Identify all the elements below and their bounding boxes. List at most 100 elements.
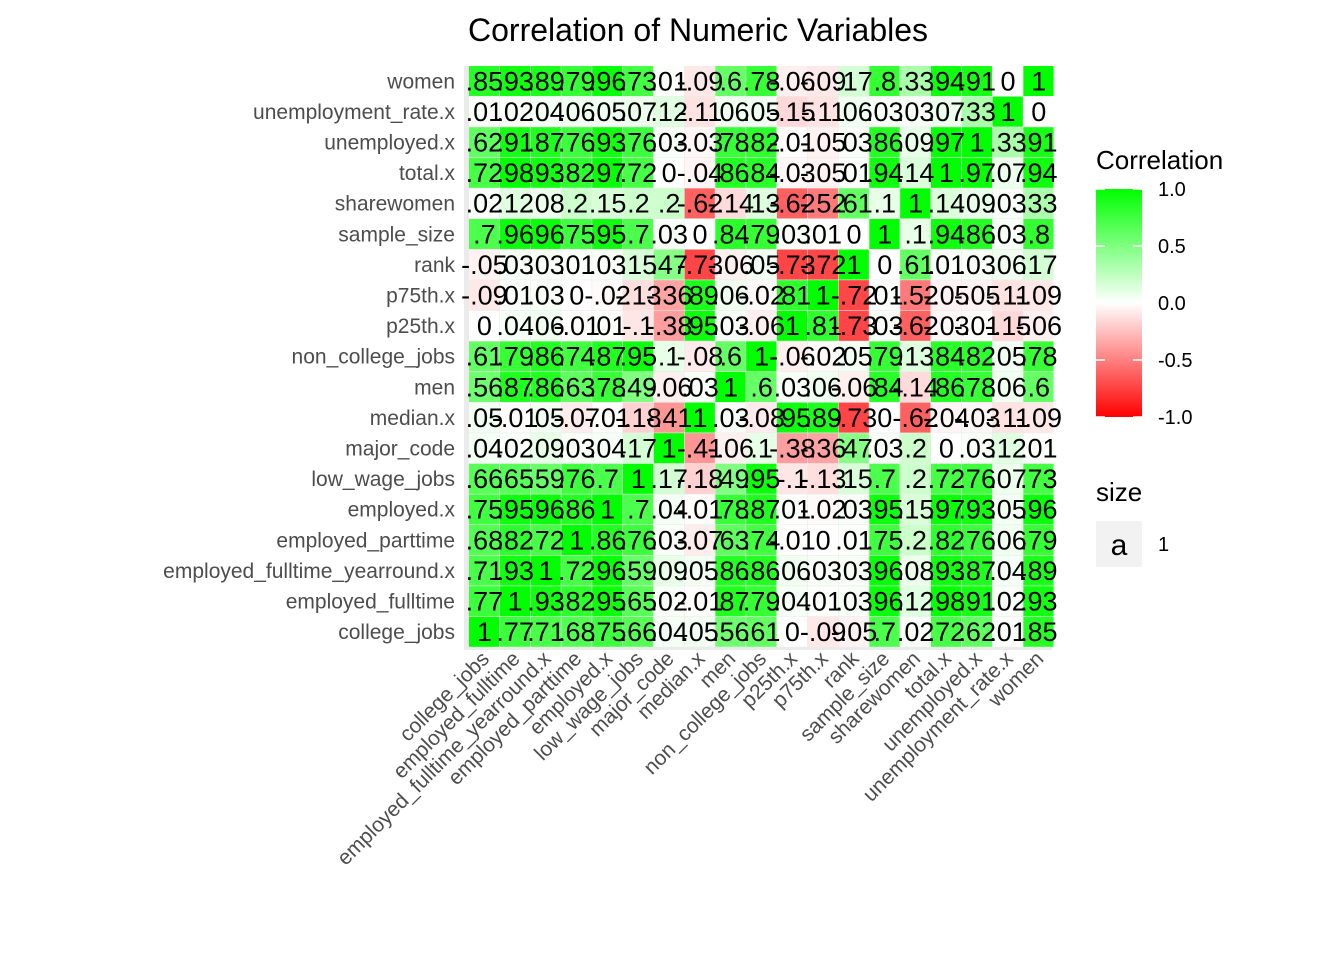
heatmap-cell-label: .03 [866, 311, 904, 341]
heatmap-tile [807, 157, 838, 188]
heatmap-cell-label: .04 [774, 587, 812, 617]
heatmap-tile [623, 433, 654, 464]
heatmap-cell-label: .75 [866, 525, 904, 555]
heatmap-tile [869, 586, 900, 617]
heatmap-tile [777, 525, 808, 555]
heatmap-cell-label: .03 [989, 189, 1027, 219]
heatmap-tile [807, 66, 838, 96]
heatmap-tile [900, 616, 931, 647]
heatmap-cell-label: .93 [589, 128, 627, 158]
heatmap-cell-label: .82 [743, 128, 781, 158]
heatmap-cell-label: .97 [589, 158, 627, 188]
heatmap-cell-label: .06 [774, 556, 812, 586]
heatmap-tile [931, 341, 962, 372]
heatmap-tile [807, 280, 838, 311]
heatmap-cell-label: .78 [712, 495, 750, 525]
heatmap-cell-label: -.15 [769, 97, 816, 127]
heatmap-tile [561, 433, 592, 464]
heatmap-tile [992, 463, 1023, 494]
heatmap-cell-label: .03 [589, 250, 627, 280]
heatmap-tile [684, 372, 715, 402]
heatmap-cell-label: .87 [958, 556, 996, 586]
heatmap-tiles [469, 66, 1054, 647]
heatmap-cell-label: .15 [835, 464, 873, 494]
heatmap-cell-label: .17 [650, 464, 688, 494]
heatmap-cell-label: .87 [589, 342, 627, 372]
heatmap-cell-label: .01 [774, 495, 812, 525]
heatmap-cell-label: -.06 [769, 66, 816, 96]
heatmap-cell-label: .05 [589, 97, 627, 127]
heatmap-cell-label: .01 [835, 158, 873, 188]
heatmap-tile [807, 127, 838, 158]
heatmap-cell-label: .94 [866, 158, 904, 188]
heatmap-cell-label: .02 [466, 189, 504, 219]
heatmap-cell-label: 1 [785, 311, 800, 341]
heatmap-cell-label: .17 [835, 66, 873, 96]
heatmap-cell-label: -.07 [677, 525, 724, 555]
heatmap-cell-label: .86 [928, 372, 966, 402]
heatmap-cell-label: .49 [712, 464, 750, 494]
heatmap-tile [961, 66, 992, 96]
heatmap-tile [561, 127, 592, 158]
heatmap-tile [746, 586, 777, 617]
heatmap-cell-label: -.01 [492, 403, 539, 433]
heatmap-cell-label: .61 [743, 617, 781, 647]
heatmap-cell-label: .76 [620, 525, 658, 555]
heatmap-tile [746, 616, 777, 647]
heatmap-tile [561, 310, 592, 341]
heatmap-tile [530, 310, 561, 341]
heatmap-tile [469, 188, 500, 219]
heatmap-cell-label: 1 [1000, 97, 1015, 127]
heatmap-tile [684, 219, 715, 249]
heatmap-cell-label: .95 [681, 311, 719, 341]
heatmap-tile [653, 96, 684, 127]
heatmap-tile [653, 66, 684, 96]
heatmap-cell-label: 0 [477, 311, 492, 341]
heatmap-tile [653, 433, 684, 464]
heatmap-cell-label: .6 [750, 372, 773, 402]
heatmap-tile [746, 249, 777, 280]
heatmap-tile [900, 219, 931, 249]
heatmap-cell-label: .89 [1020, 556, 1058, 586]
heatmap-cell-label: -.1 [623, 311, 655, 341]
heatmap-cell-label: .76 [620, 128, 658, 158]
heatmap-cell-label: -.01 [677, 587, 724, 617]
heatmap-tile [838, 525, 869, 555]
heatmap-cell-label: .71 [527, 617, 565, 647]
heatmap-cell-label: .09 [958, 189, 996, 219]
heatmap-tile [992, 402, 1023, 433]
heatmap-tile [499, 249, 530, 280]
heatmap-tile [900, 127, 931, 158]
heatmap-tile [777, 249, 808, 280]
y-tick-label: total.x [399, 162, 456, 185]
heatmap-tile [900, 341, 931, 372]
heatmap-tile [838, 188, 869, 219]
heatmap-tile [961, 157, 992, 188]
y-tick-label: unemployment_rate.x [253, 101, 455, 124]
heatmap-cell-label: .33 [897, 66, 935, 96]
heatmap-cell-label: .02 [989, 587, 1027, 617]
heatmap-cell-label: .68 [466, 525, 504, 555]
heatmap-tile [838, 96, 869, 127]
heatmap-tile [961, 310, 992, 341]
heatmap-cell-label: .78 [589, 372, 627, 402]
heatmap-tile [499, 525, 530, 555]
heatmap-cell-label: -.05 [800, 158, 847, 188]
heatmap-tile [684, 402, 715, 433]
heatmap-cell-label: .66 [620, 617, 658, 647]
heatmap-cell-label: 1 [662, 434, 677, 464]
heatmap-tile [469, 341, 500, 372]
heatmap-cell-label: 1 [877, 219, 892, 249]
heatmap-cell-label: .14 [928, 189, 966, 219]
heatmap-tile [746, 433, 777, 464]
heatmap-cell-label: .72 [928, 617, 966, 647]
heatmap-tile [623, 555, 654, 586]
heatmap-tile [777, 157, 808, 188]
heatmap-tile [900, 525, 931, 555]
heatmap-tile [992, 66, 1023, 96]
heatmap-tile [684, 280, 715, 311]
heatmap-tile [777, 310, 808, 341]
heatmap-tile [592, 66, 623, 96]
heatmap-cell-label: 0 [877, 403, 892, 433]
heatmap-tile [900, 249, 931, 280]
